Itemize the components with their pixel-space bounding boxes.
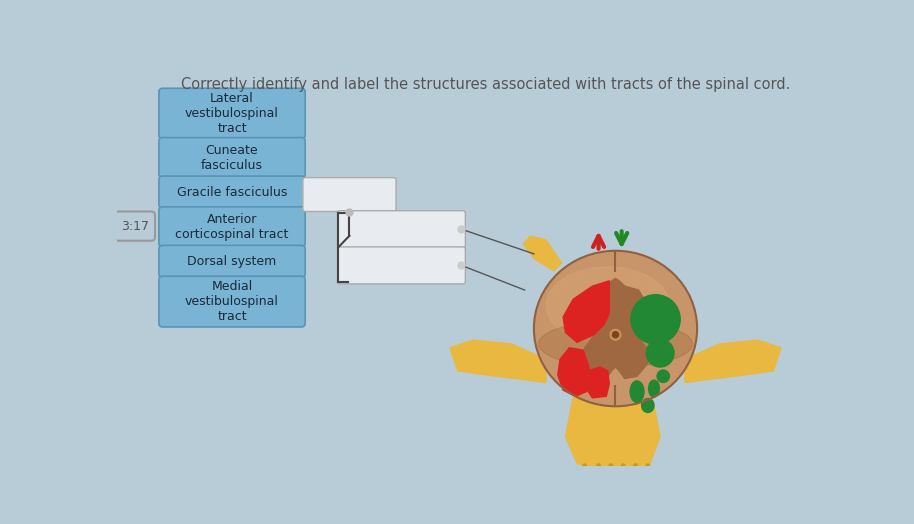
Ellipse shape xyxy=(642,399,654,412)
Text: Anterior
corticospinal tract: Anterior corticospinal tract xyxy=(175,213,289,241)
Ellipse shape xyxy=(649,380,659,397)
Circle shape xyxy=(631,294,680,344)
Text: Medial
vestibulospinal
tract: Medial vestibulospinal tract xyxy=(186,280,279,323)
Text: Cuneate
fasciculus: Cuneate fasciculus xyxy=(201,144,263,171)
Polygon shape xyxy=(583,278,648,378)
FancyBboxPatch shape xyxy=(159,276,305,327)
Polygon shape xyxy=(585,367,610,398)
Polygon shape xyxy=(558,348,590,396)
Circle shape xyxy=(611,329,621,340)
Ellipse shape xyxy=(538,321,693,367)
Ellipse shape xyxy=(535,252,696,406)
Text: Gracile fasciculus: Gracile fasciculus xyxy=(176,185,287,199)
Ellipse shape xyxy=(630,381,644,402)
Circle shape xyxy=(646,340,674,367)
FancyBboxPatch shape xyxy=(115,212,155,241)
Text: Lateral
vestibulospinal
tract: Lateral vestibulospinal tract xyxy=(186,92,279,135)
Circle shape xyxy=(657,370,669,383)
Polygon shape xyxy=(685,340,781,383)
FancyBboxPatch shape xyxy=(337,211,465,248)
FancyBboxPatch shape xyxy=(303,178,396,212)
FancyBboxPatch shape xyxy=(159,176,305,209)
FancyBboxPatch shape xyxy=(159,138,305,178)
FancyBboxPatch shape xyxy=(337,247,465,284)
Polygon shape xyxy=(523,236,561,271)
Polygon shape xyxy=(450,340,547,383)
Text: Dorsal system: Dorsal system xyxy=(187,255,277,268)
FancyBboxPatch shape xyxy=(159,245,305,278)
Text: 3:17: 3:17 xyxy=(121,221,149,233)
FancyBboxPatch shape xyxy=(159,207,305,247)
Circle shape xyxy=(612,332,619,338)
Text: Correctly identify and label the structures associated with tracts of the spinal: Correctly identify and label the structu… xyxy=(182,77,791,92)
FancyBboxPatch shape xyxy=(159,88,305,139)
Ellipse shape xyxy=(547,267,669,344)
Polygon shape xyxy=(566,398,660,471)
Polygon shape xyxy=(563,281,610,342)
